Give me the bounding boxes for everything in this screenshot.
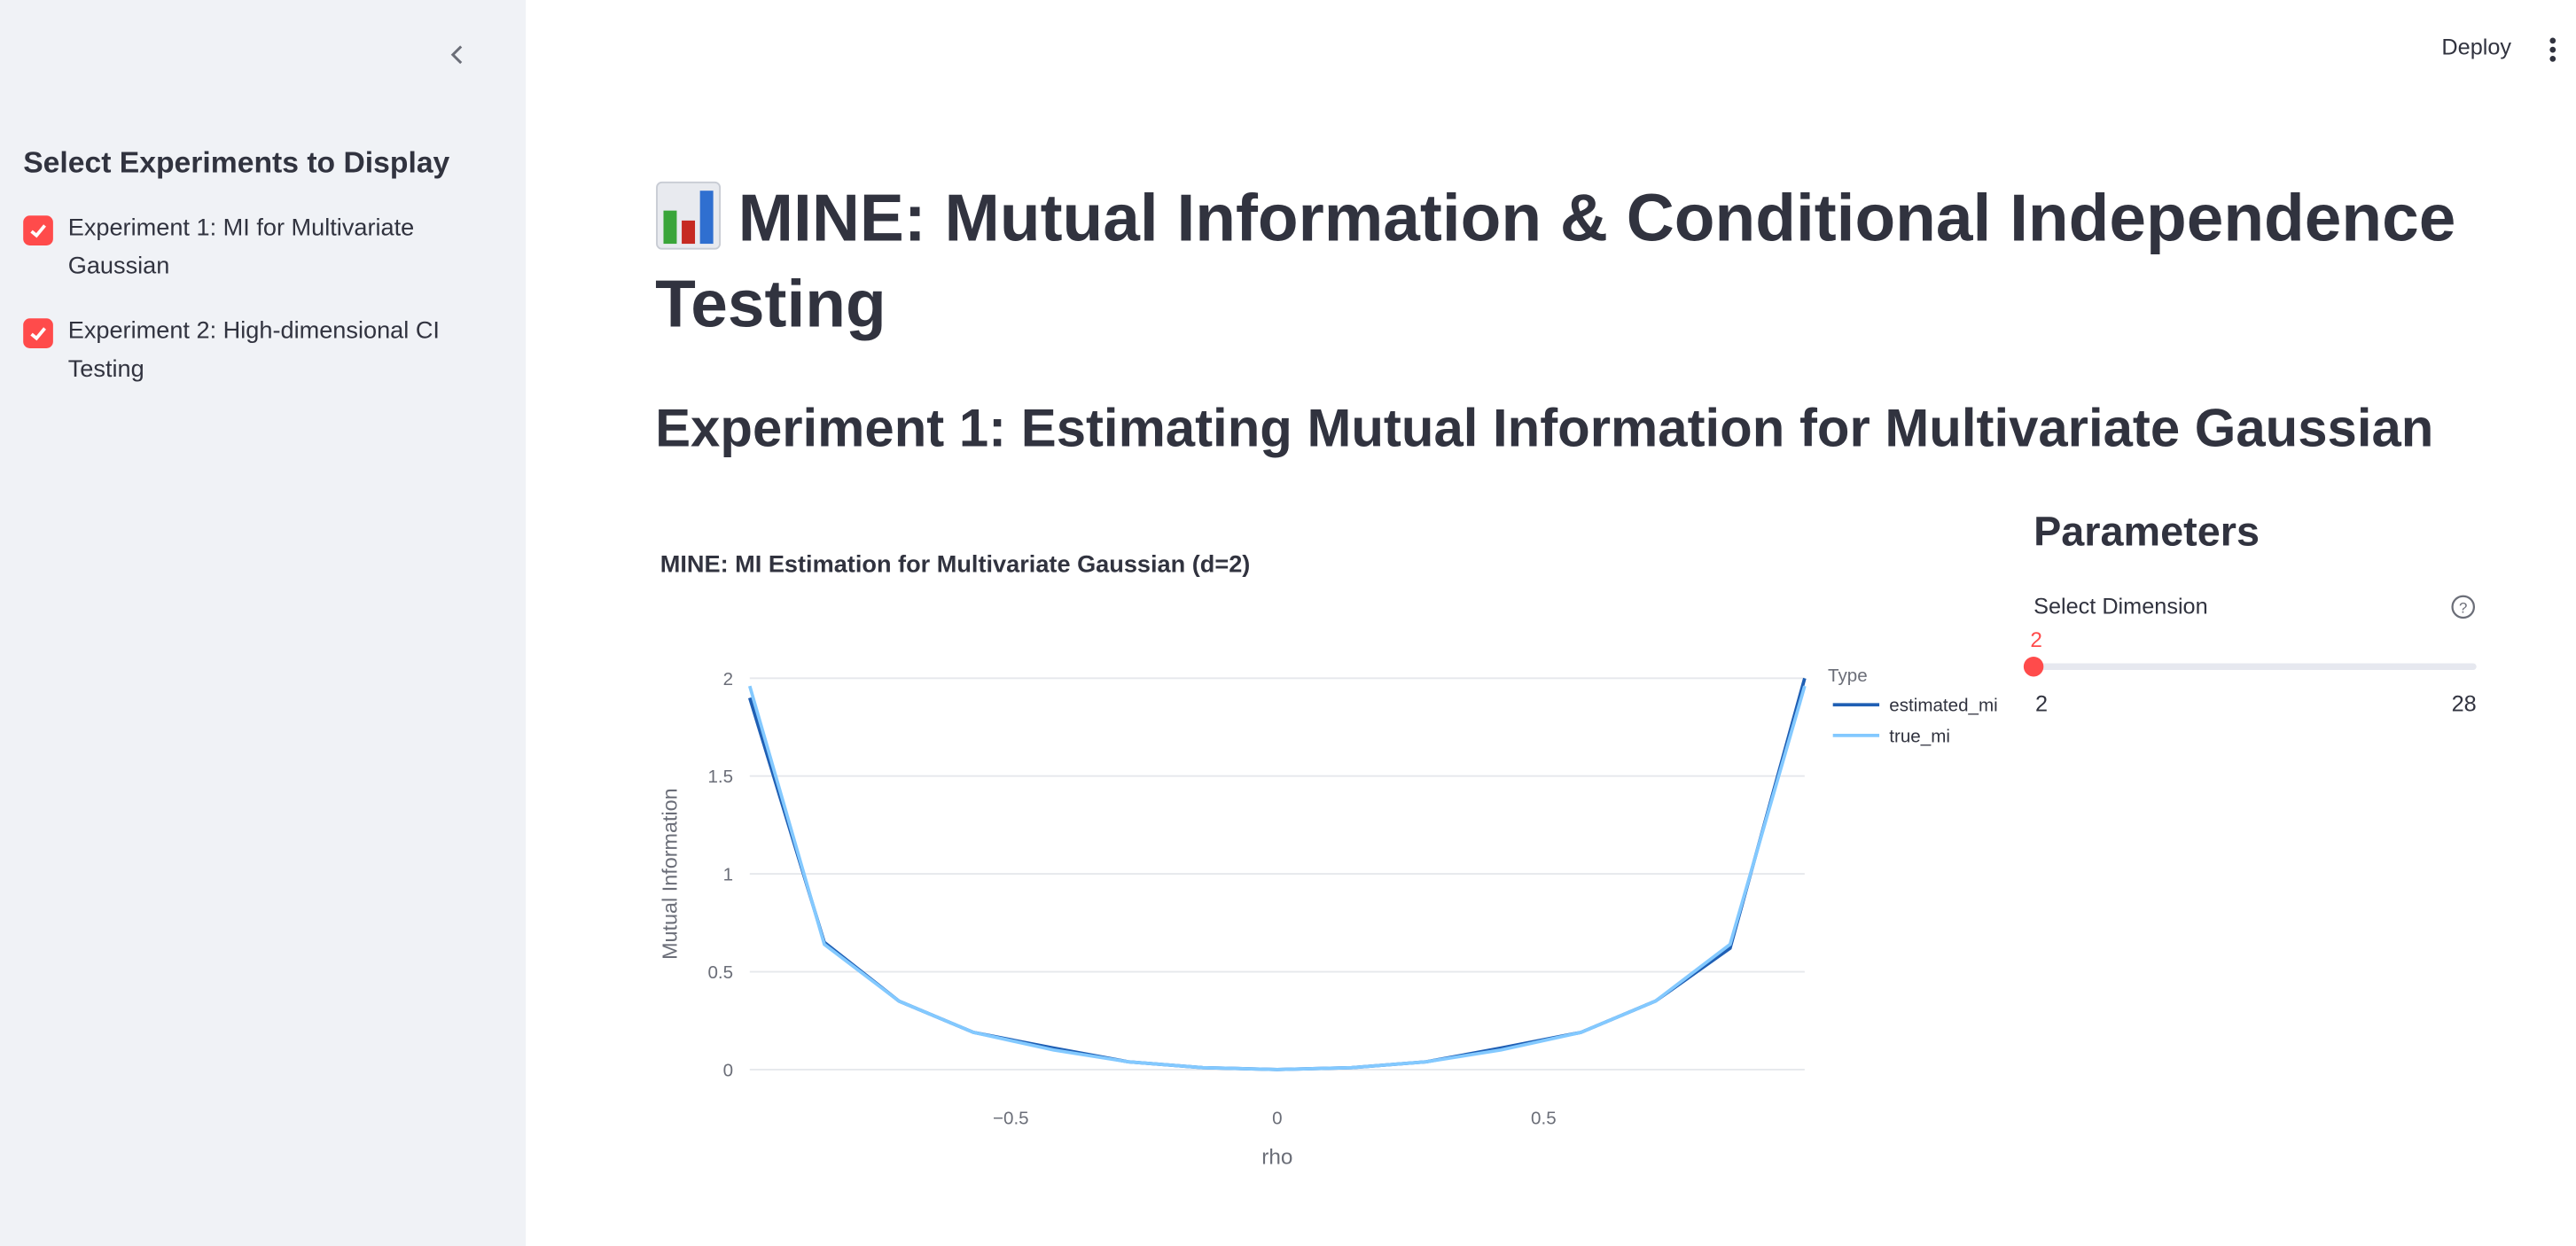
legend-title: Type xyxy=(1828,666,1868,686)
collapse-button[interactable] xyxy=(444,42,471,68)
checkbox-label: Experiment 1: MI for Multivariate Gaussi… xyxy=(67,215,415,281)
parameters-heading: Parameters xyxy=(2033,509,2260,556)
legend-label: true_mi xyxy=(1889,726,1950,746)
legend-label: estimated_mi xyxy=(1889,696,1997,716)
sidebar-title: Select Experiments to Display xyxy=(23,145,450,180)
chart-icon xyxy=(656,181,722,250)
checkbox-option[interactable]: Experiment 2: High-dimensional CI Testin… xyxy=(23,314,455,390)
slider-thumb[interactable] xyxy=(2023,656,2044,677)
check-mark xyxy=(30,327,46,341)
sidebar: Select Experiments to Display Experiment… xyxy=(0,0,527,1246)
checkbox[interactable] xyxy=(23,318,53,348)
chart-title: MINE: MI Estimation for Multivariate Gau… xyxy=(660,552,1251,580)
y-tick-label: 1 xyxy=(723,865,733,885)
help-icon[interactable]: ? xyxy=(2450,594,2477,620)
page-title: MINE: Mutual Information & Conditional I… xyxy=(655,175,2496,348)
slider-value: 2 xyxy=(2030,628,2042,652)
checkbox-label: Experiment 2: High-dimensional CI Testin… xyxy=(67,318,440,384)
series-line xyxy=(747,685,1807,1071)
x-tick-label: −0.5 xyxy=(993,1109,1029,1129)
svg-text:?: ? xyxy=(2459,599,2467,616)
y-tick-label: 0.5 xyxy=(707,962,733,983)
menu-button[interactable] xyxy=(2541,35,2564,65)
deploy-button[interactable]: Deploy xyxy=(2441,35,2512,60)
x-tick-label: 0 xyxy=(1272,1109,1282,1129)
slider-min: 2 xyxy=(2035,692,2048,717)
checkbox[interactable] xyxy=(23,215,53,245)
y-tick-label: 0 xyxy=(723,1060,733,1080)
section-heading: Experiment 1: Estimating Mutual Informat… xyxy=(655,398,2434,458)
y-axis-label: Mutual Information xyxy=(658,788,681,960)
title-text: MINE: Mutual Information & Conditional I… xyxy=(655,182,2456,342)
x-axis-label: rho xyxy=(1261,1146,1292,1170)
slider-track xyxy=(2033,663,2477,670)
y-tick-label: 1.5 xyxy=(707,767,733,787)
check-mark xyxy=(30,224,46,238)
slider-label: Select Dimension xyxy=(2033,593,2208,619)
slider-max: 28 xyxy=(2452,692,2477,717)
checkbox-option[interactable]: Experiment 1: MI for Multivariate Gaussi… xyxy=(23,211,455,287)
x-tick-label: 0.5 xyxy=(1531,1109,1557,1129)
y-tick-label: 2 xyxy=(723,669,733,689)
